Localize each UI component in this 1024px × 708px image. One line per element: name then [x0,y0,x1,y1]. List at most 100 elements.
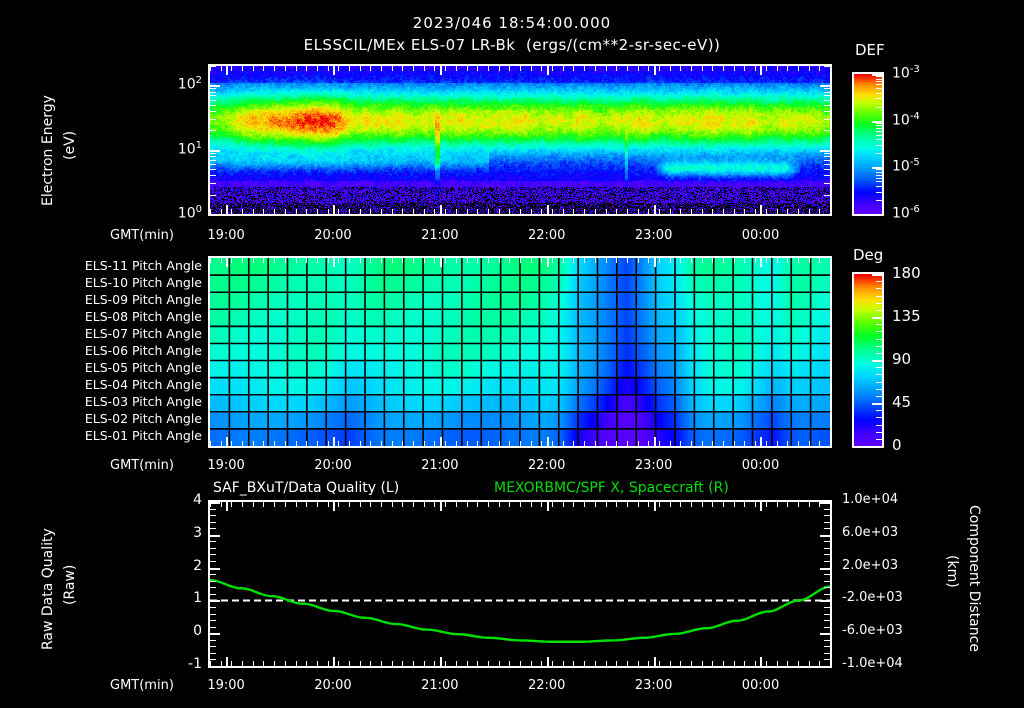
axis-tick [402,258,404,263]
pitch-angle-panel[interactable] [208,256,832,448]
ytick-minor [210,626,216,628]
axis-tick [765,661,767,666]
axis-tick [252,209,254,214]
axis-tick [776,502,778,507]
axis-tick [787,209,789,214]
colorbar-tick-minor [876,153,882,155]
axis-tick [263,258,265,263]
axis-tick [231,66,233,71]
axis-tick [808,209,810,214]
axis-tick [755,258,757,263]
ytick-minor [824,626,830,628]
spectrogram-panel[interactable] [208,64,832,216]
colorbar-tick-minor [876,288,882,290]
axis-tick [701,209,703,214]
axis-tick [819,661,821,666]
axis-tick [295,441,297,446]
colorbar-tick-minor [876,131,882,133]
ytick-minor [824,118,830,120]
axis-tick [274,66,276,71]
axis-tick [381,502,383,507]
axis-tick [242,66,244,71]
axis-tick [423,258,425,263]
axis-tick [626,258,628,263]
colorbar-label: 90 [892,350,912,368]
axis-tick [445,661,447,666]
ytick-mantissa: 10 [177,205,196,222]
axis-tick [733,66,735,71]
ytick-minor [824,95,830,97]
axis-tick [808,258,810,263]
axis-tick-major [332,657,335,666]
axis-tick [594,502,596,507]
axis-tick [680,661,682,666]
axis-tick [263,209,265,214]
axis-tick [552,66,554,71]
spectrogram-ylabel: Electron Energy [40,95,56,206]
ytick-minor [824,528,830,530]
ytick-minor [824,613,830,615]
axis-tick [755,209,757,214]
ytick-major [210,633,220,636]
ytick-minor [210,66,216,67]
axis-tick [455,441,457,446]
axis-tick [338,441,340,446]
colorbar-tick-minor [876,139,882,141]
axis-tick-major [439,205,442,214]
colorbar-exponent: -4 [909,110,920,122]
ytick-label-right: 2.0e+03 [842,557,899,573]
colorbar-tick-minor [876,367,882,369]
axis-tick [455,209,457,214]
colorbar-tick-major [872,360,882,362]
axis-tick [263,502,265,507]
axis-tick [434,209,436,214]
colorbar-tick-minor [876,122,882,124]
colorbar-tick-minor [876,81,882,83]
def-colorbar[interactable] [852,72,884,216]
axis-tick [316,66,318,71]
pitch-angle-image [210,258,830,446]
axis-tick [520,66,521,71]
axis-tick [284,209,286,214]
axis-tick [658,66,660,71]
ytick-label-left: 2 [193,557,202,574]
axis-tick [691,661,693,666]
axis-tick [787,502,789,507]
pitch-angle-row-label: ELS-02 Pitch Angle [84,411,202,427]
colorbar-mantissa: 10 [892,205,910,222]
pitch-angle-row-label: ELS-03 Pitch Angle [84,394,202,410]
colorbar-tick-minor [876,424,882,426]
axis-tick [723,258,725,263]
axis-tick [423,502,425,507]
axis-tick [669,66,671,71]
axis-tick [584,209,586,214]
axis-tick [306,66,308,71]
axis-tick [626,441,628,446]
axis-tick [648,209,650,214]
ytick-minor [210,580,216,582]
axis-tick-major [226,502,229,511]
axis-tick [541,661,543,666]
ytick-major [210,85,220,88]
axis-tick [220,441,222,446]
deg-colorbar[interactable] [852,272,884,448]
axis-tick [327,258,329,263]
axis-tick [616,258,618,263]
axis-tick [626,66,628,71]
axis-tick [455,661,457,666]
quality-ylabel-right: Component Distance [966,505,982,652]
axis-tick [562,502,564,507]
axis-tick [616,441,618,446]
colorbar-tick-minor [876,352,882,354]
pitch-angle-row-label: ELS-06 Pitch Angle [84,343,202,358]
quality-panel[interactable] [208,500,832,668]
ytick-major [820,149,830,152]
axis-tick [391,502,393,507]
axis-tick [648,502,650,507]
axis-tick [413,502,415,507]
axis-tick [808,441,810,446]
axis-tick [498,258,500,263]
axis-tick [637,441,639,446]
axis-tick [252,258,254,263]
ytick-minor [210,118,216,120]
